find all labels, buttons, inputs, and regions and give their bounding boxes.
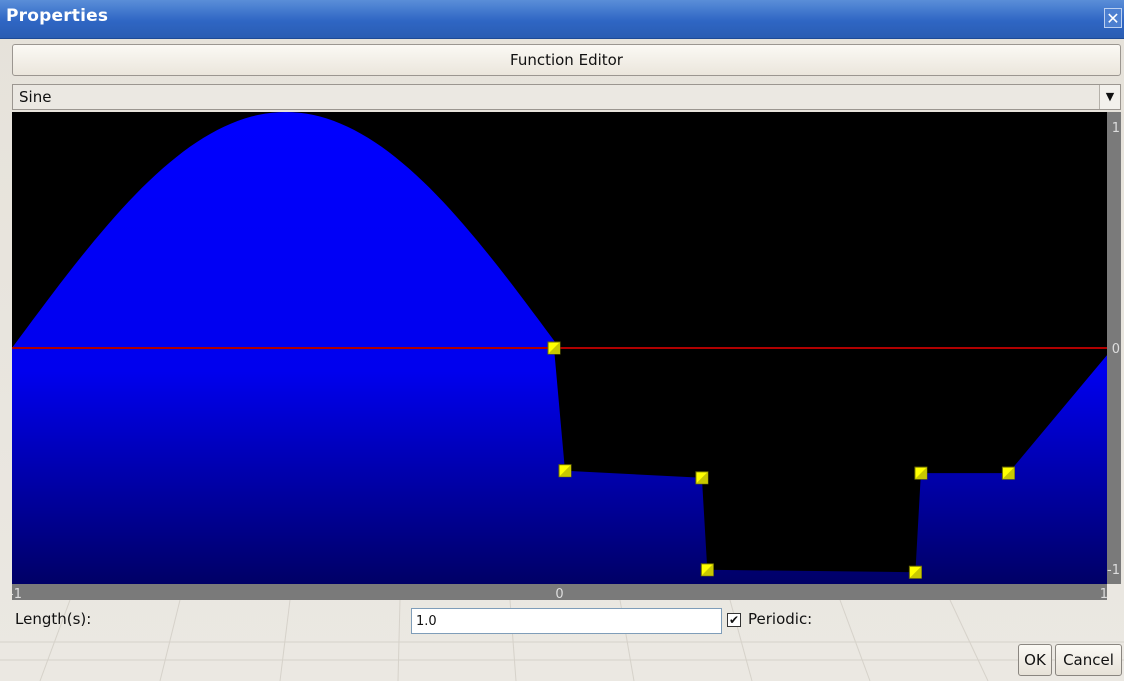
x-tick-label: 0 bbox=[555, 587, 563, 602]
x-tick-label: -1 bbox=[12, 587, 22, 602]
length-input[interactable] bbox=[411, 608, 722, 634]
control-point-handle[interactable] bbox=[695, 471, 709, 485]
close-icon[interactable]: ✕ bbox=[1104, 8, 1122, 28]
title-bar[interactable]: Properties ✕ bbox=[0, 0, 1124, 39]
control-point-handle[interactable] bbox=[700, 563, 714, 577]
function-graph-canvas[interactable]: -1 0 1 1 0 -1 bbox=[9, 112, 1121, 602]
length-label: Length(s): bbox=[15, 610, 92, 628]
function-editor-button[interactable]: Function Editor bbox=[12, 44, 1121, 76]
cancel-button[interactable]: Cancel bbox=[1055, 644, 1122, 676]
control-point-handle[interactable] bbox=[914, 466, 928, 480]
x-axis-bar bbox=[12, 584, 1107, 600]
y-tick-label: 0 bbox=[1112, 342, 1120, 357]
control-point-handle[interactable] bbox=[1001, 466, 1015, 480]
control-point-handle[interactable] bbox=[908, 565, 922, 579]
periodic-checkbox[interactable]: ✔ bbox=[727, 613, 741, 627]
y-tick-label: -1 bbox=[1107, 563, 1120, 578]
control-point-handle[interactable] bbox=[547, 341, 561, 355]
y-axis-bar bbox=[1107, 112, 1121, 584]
function-type-select[interactable]: Sine ▼ bbox=[12, 84, 1121, 110]
function-type-value: Sine bbox=[19, 88, 52, 106]
y-tick-label: 1 bbox=[1112, 121, 1120, 136]
window-title: Properties bbox=[6, 6, 109, 26]
chevron-down-icon[interactable]: ▼ bbox=[1099, 85, 1120, 109]
x-tick-label: 1 bbox=[1100, 587, 1108, 602]
ok-button[interactable]: OK bbox=[1018, 644, 1052, 676]
function-graph[interactable]: -1 0 1 1 0 -1 bbox=[9, 112, 1121, 602]
control-point-handle[interactable] bbox=[558, 464, 572, 478]
periodic-label: Periodic: bbox=[748, 610, 813, 628]
